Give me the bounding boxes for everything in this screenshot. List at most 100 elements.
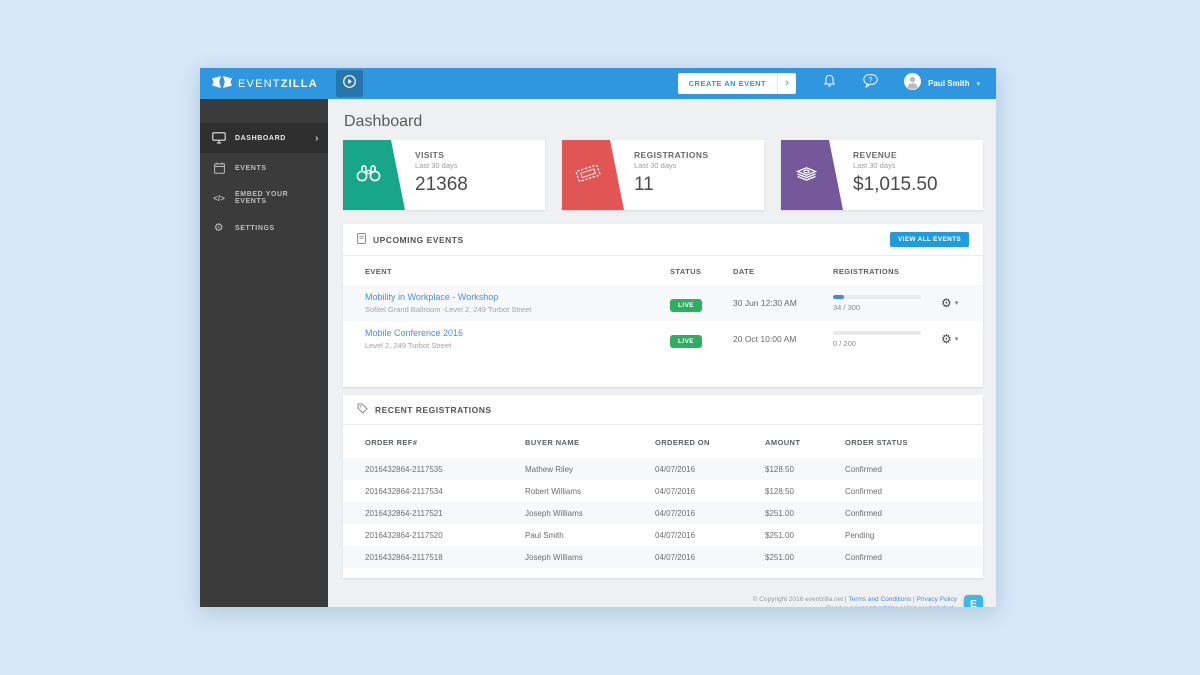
- helpdesk-link[interactable]: helpdesk.: [929, 605, 957, 607]
- visit-our-text: Visit our: [904, 605, 927, 607]
- bell-icon: [823, 74, 836, 93]
- col-amount: AMOUNT: [765, 438, 801, 447]
- registration-row: 2016432864-2117535 Mathew Riley 04/07/20…: [343, 458, 983, 480]
- support-articles-link[interactable]: support articles: [855, 605, 899, 607]
- code-icon: </>: [213, 193, 225, 203]
- visits-period: Last 30 days: [415, 161, 458, 170]
- monitor-icon: [212, 132, 226, 144]
- note-icon: [357, 233, 366, 246]
- create-event-button[interactable]: CREATE AN EVENT ›: [677, 73, 797, 94]
- terms-link[interactable]: Terms and Conditions: [848, 596, 912, 603]
- col-ordered-on: ORDERED ON: [655, 438, 710, 447]
- copyright-text: © Copyright 2016 eventzilla.net: [752, 596, 844, 603]
- event-row: Mobility in Workplace - Workshop Sofitel…: [343, 285, 983, 321]
- tour-play-button[interactable]: [336, 70, 363, 97]
- buyer-name: Joseph Williams: [525, 508, 583, 518]
- revenue-info: REVENUE Last 30 days $1,015.50: [853, 140, 938, 210]
- logo-text: EVENTZILLA: [238, 77, 318, 90]
- buyer-name: Mathew Riley: [525, 464, 574, 474]
- create-event-caret[interactable]: ›: [777, 73, 796, 94]
- buyer-name: Joseph Williams: [525, 552, 583, 562]
- gear-icon: ⚙: [941, 332, 952, 346]
- sidebar-item-settings[interactable]: ⚙ SETTINGS: [200, 213, 328, 243]
- order-status: Confirmed: [845, 486, 882, 496]
- upcoming-events-panel: UPCOMING EVENTS VIEW ALL EVENTS EVENT ST…: [343, 224, 983, 387]
- sidebar-item-label: SETTINGS: [235, 224, 275, 232]
- eventzilla-logo[interactable]: EVENTZILLA: [200, 68, 328, 99]
- event-date: 30 Jun 12:30 AM: [733, 298, 797, 308]
- visits-label: VISITS: [415, 150, 445, 160]
- visits-card[interactable]: VISITS Last 30 days 21368: [343, 140, 545, 210]
- registration-row: 2016432864-2117534 Robert Williams 04/07…: [343, 480, 983, 502]
- main-content: Dashboard: [328, 99, 996, 607]
- chevron-right-icon: ›: [315, 132, 319, 144]
- event-title-link[interactable]: Mobility in Workplace - Workshop: [365, 292, 499, 302]
- registrations-info: REGISTRATIONS Last 30 days 11: [634, 140, 708, 210]
- upcoming-events-title: UPCOMING EVENTS: [357, 233, 464, 246]
- sidebar-item-dashboard[interactable]: DASHBOARD ›: [200, 123, 328, 153]
- eventzilla-logo-icon: [212, 75, 232, 93]
- registrations-period: Last 30 days: [634, 161, 677, 170]
- event-title-link[interactable]: Mobile Conference 2016: [365, 328, 464, 338]
- user-menu[interactable]: Paul Smith ▾: [904, 72, 980, 95]
- event-date: 20 Oct 10:00 AM: [733, 334, 797, 344]
- sidebar-item-label: EVENTS: [235, 164, 267, 172]
- event-actions-dropdown[interactable]: ⚙ ▾: [941, 297, 983, 309]
- page-title: Dashboard: [344, 113, 423, 130]
- registrations-cell: 0 / 200: [833, 330, 941, 348]
- event-actions-dropdown[interactable]: ⚙ ▾: [941, 333, 983, 345]
- revenue-period: Last 30 days: [853, 161, 896, 170]
- col-event: EVENT: [365, 267, 393, 276]
- registrations-label: REGISTRATIONS: [634, 150, 709, 160]
- col-date: DATE: [733, 267, 755, 276]
- footer: © Copyright 2016 eventzilla.net | Terms …: [343, 595, 983, 607]
- revenue-value: $1,015.50: [853, 174, 938, 195]
- top-bar: EVENTZILLA CREATE AN EVENT ›: [200, 68, 996, 99]
- order-status: Pending: [845, 530, 875, 540]
- gear-icon: ⚙: [941, 296, 952, 310]
- recent-registrations-header: RECENT REGISTRATIONS: [343, 395, 983, 425]
- notifications-button[interactable]: [823, 74, 836, 93]
- revenue-card-color: [781, 140, 843, 210]
- registrations-count: 0 / 200: [833, 338, 856, 348]
- registration-row: 2016432864-2117520 Paul Smith 04/07/2016…: [343, 524, 983, 546]
- registration-row: 2016432864-2117521 Joseph Williams 04/07…: [343, 502, 983, 524]
- binoculars-icon: [355, 163, 382, 187]
- event-cell: Mobility in Workplace - Workshop Sofitel…: [365, 292, 670, 314]
- privacy-link[interactable]: Privacy Policy: [916, 596, 957, 603]
- recent-registrations-panel: RECENT REGISTRATIONS ORDER REF# BUYER NA…: [343, 395, 983, 578]
- chevron-down-icon: ▾: [954, 336, 959, 343]
- registrations-card[interactable]: REGISTRATIONS Last 30 days 11: [562, 140, 764, 210]
- amount: $251.00: [765, 508, 794, 518]
- chevron-down-icon: ▾: [954, 300, 959, 307]
- chevron-down-icon: ▾: [976, 80, 980, 88]
- view-all-events-button[interactable]: VIEW ALL EVENTS: [889, 232, 969, 247]
- sidebar-item-label: EMBED YOUR EVENTS: [235, 191, 289, 205]
- upcoming-events-table-header: EVENT STATUS DATE REGISTRATIONS: [343, 256, 983, 285]
- read-our-text: Read our: [826, 605, 853, 607]
- revenue-card[interactable]: REVENUE Last 30 days $1,015.50: [781, 140, 983, 210]
- event-venue: Sofitel Grand Ballroom -Level 2, 249 Tur…: [365, 305, 532, 314]
- ordered-on: 04/07/2016: [655, 486, 696, 496]
- status-badge: LIVE: [670, 335, 703, 348]
- ordered-on: 04/07/2016: [655, 464, 696, 474]
- order-ref: 2016432864-2117518: [365, 552, 443, 562]
- help-button[interactable]: ?: [863, 74, 878, 93]
- visits-value: 21368: [415, 174, 468, 195]
- revenue-label: REVENUE: [853, 150, 897, 160]
- chat-widget-button[interactable]: E: [964, 595, 983, 607]
- sidebar-item-events[interactable]: EVENTS: [200, 153, 328, 183]
- amount: $128.50: [765, 486, 794, 496]
- stat-cards: VISITS Last 30 days 21368: [343, 140, 983, 210]
- registrations-progress-fill: [833, 294, 844, 299]
- col-registrations: REGISTRATIONS: [833, 267, 900, 276]
- order-ref: 2016432864-2117521: [365, 508, 443, 518]
- recent-registrations-table-header: ORDER REF# BUYER NAME ORDERED ON AMOUNT …: [343, 425, 983, 458]
- gear-icon: ⚙: [213, 221, 225, 234]
- sidebar-item-embed-your-events[interactable]: </> EMBED YOUR EVENTS: [200, 183, 328, 213]
- buyer-name: Paul Smith: [525, 530, 564, 540]
- order-status: Confirmed: [845, 508, 882, 518]
- visits-card-color: [343, 140, 405, 210]
- registrations-cell: 34 / 300: [833, 294, 941, 312]
- calendar-icon: [212, 162, 226, 174]
